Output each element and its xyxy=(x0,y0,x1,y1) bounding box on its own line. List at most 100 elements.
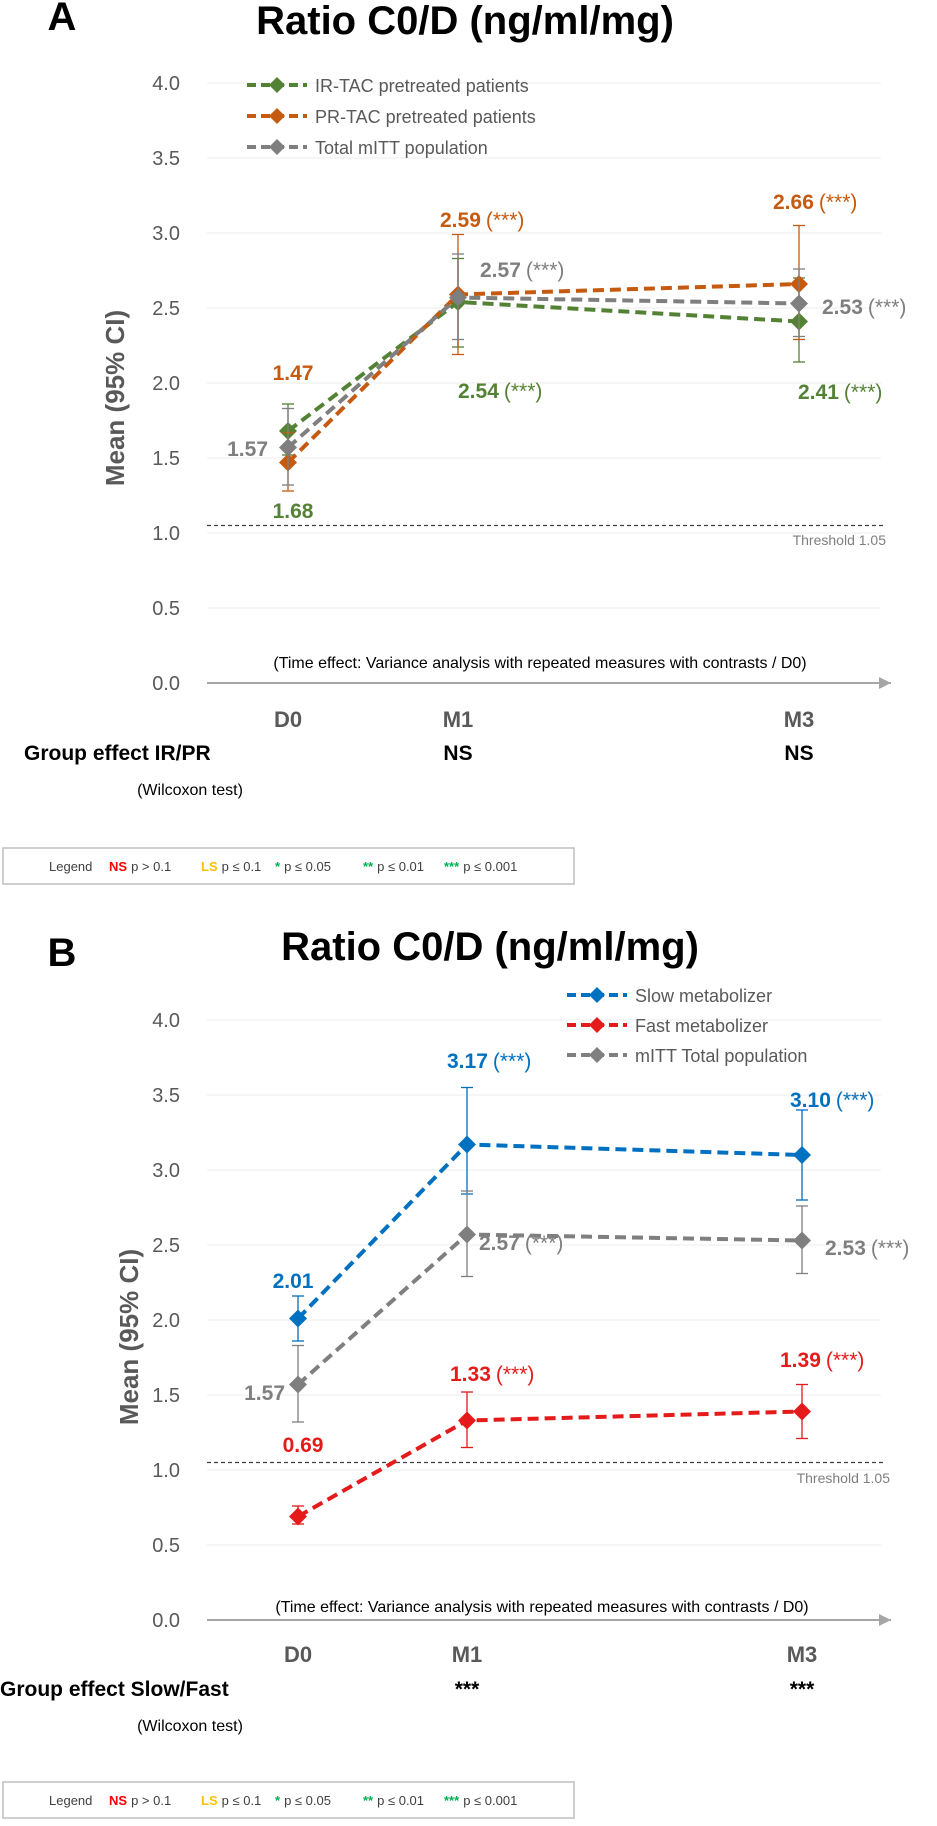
data-label-significance: (***) xyxy=(526,259,565,282)
data-label-value: 2.66 xyxy=(773,191,814,214)
time-effect-note: (Time effect: Variance analysis with rep… xyxy=(273,655,806,672)
y-axis-label: Mean (95% CI) xyxy=(100,310,130,486)
group-effect-label: Group effect Slow/Fast xyxy=(0,1678,229,1701)
series-line xyxy=(286,295,800,449)
legend-marker xyxy=(269,108,285,124)
data-label-value: 2.57 xyxy=(480,259,521,282)
legend-symbol: *** xyxy=(444,1793,460,1808)
legend-label: mITT Total population xyxy=(635,1046,807,1066)
data-label: 3.10 (***) xyxy=(790,1089,874,1112)
data-label-value: 2.57 xyxy=(479,1232,520,1255)
data-label-value: 3.17 xyxy=(447,1050,488,1073)
data-label: 1.68 xyxy=(273,500,314,523)
data-label-value: 2.41 xyxy=(798,381,839,404)
series-mitt-total-population: 1.57 2.57 (***) 2.53 (***) xyxy=(244,1190,909,1423)
y-tick-label: 0.5 xyxy=(152,598,180,620)
legend-title: Legend xyxy=(49,1793,92,1808)
data-label-significance: (***) xyxy=(504,380,543,403)
threshold-label: Threshold 1.05 xyxy=(793,532,887,548)
y-tick-label: 4.0 xyxy=(152,1010,180,1032)
data-label-significance: (***) xyxy=(868,296,907,319)
series-legend: Slow metabolizer Fast metabolizer mITT Tot… xyxy=(567,986,807,1066)
data-label-value: 2.01 xyxy=(273,1270,314,1293)
series-pr-tac-pretreated-patients: 1.472.59 (***)2.66 (***) xyxy=(273,191,857,492)
x-category-label: M3 xyxy=(787,1642,818,1667)
group-effect-label: Group effect IR/PR xyxy=(24,742,211,765)
panel-letter: B xyxy=(48,931,77,975)
data-label: 1.47 xyxy=(273,362,314,385)
data-label-value: 2.59 xyxy=(440,209,481,232)
legend-label: PR-TAC pretreated patients xyxy=(315,107,536,127)
legend-item: LS p ≤ 0.1 xyxy=(201,1793,261,1808)
legend-marker xyxy=(269,77,285,93)
data-label-significance: (***) xyxy=(844,381,883,404)
data-point xyxy=(458,1411,476,1430)
y-tick-label: 4.0 xyxy=(152,73,180,95)
data-label-significance: (***) xyxy=(826,1349,865,1372)
legend-marker xyxy=(269,139,285,155)
y-tick-label: 3.5 xyxy=(152,148,180,170)
y-tick-label: 0.5 xyxy=(152,1535,180,1557)
data-point xyxy=(289,1309,307,1328)
legend-text: p ≤ 0.01 xyxy=(377,1793,424,1808)
legend-marker xyxy=(589,1017,605,1033)
legend-symbol: LS xyxy=(201,859,218,874)
data-label: 2.59 (***) xyxy=(440,209,524,232)
x-category-label: D0 xyxy=(274,707,302,732)
legend-item: NS p > 0.1 xyxy=(109,1793,171,1808)
legend-symbol: LS xyxy=(201,1793,218,1808)
data-label-significance: (***) xyxy=(493,1050,532,1073)
data-label-value: 3.10 xyxy=(790,1089,831,1112)
x-category-label: D0 xyxy=(284,1642,312,1667)
x-category-label: M3 xyxy=(784,707,815,732)
legend-label: Slow metabolizer xyxy=(635,986,772,1006)
x-axis-arrow xyxy=(879,677,891,689)
y-tick-label: 3.5 xyxy=(152,1085,180,1107)
data-label-value: 2.53 xyxy=(825,1237,866,1260)
data-label-significance: (***) xyxy=(836,1089,875,1112)
legend-box xyxy=(2,847,575,885)
series-line xyxy=(286,299,800,433)
data-label: 1.57 xyxy=(244,1382,285,1405)
data-label: 0.69 xyxy=(283,1434,324,1457)
data-label-significance: (***) xyxy=(496,1363,535,1386)
legend-label: IR-TAC pretreated patients xyxy=(315,76,529,96)
series-line xyxy=(297,1409,803,1519)
data-label: 1.39 (***) xyxy=(780,1349,864,1372)
legend-item: NS p > 0.1 xyxy=(109,859,171,874)
data-point xyxy=(289,1375,307,1394)
chart-title: Ratio C0/D (ng/ml/mg) xyxy=(281,925,699,969)
data-label: 3.17 (***) xyxy=(447,1050,531,1073)
significance-legend: Legend NS p > 0.1 LS p ≤ 0.1 * p ≤ 0.05 ** p ≤ 0… xyxy=(2,847,575,885)
data-label-significance: (***) xyxy=(819,191,858,214)
group-effect-test: (Wilcoxon test) xyxy=(137,782,243,799)
data-point xyxy=(458,1225,476,1244)
legend-symbol: * xyxy=(275,859,281,874)
legend-item: *** p ≤ 0.001 xyxy=(444,1793,517,1808)
series-fast-metabolizer: 0.691.33 (***)1.39 (***) xyxy=(283,1349,864,1526)
panel-a: A Ratio C0/D (ng/ml/mg) 0.0 0.5 1.0 1.5 2.0 2.5… xyxy=(24,0,906,799)
data-label-significance: (***) xyxy=(486,209,525,232)
data-label: 2.54 (***) xyxy=(458,380,542,403)
x-axis-arrow xyxy=(879,1614,891,1626)
legend-symbol: ** xyxy=(363,1793,374,1808)
x-category-label: M1 xyxy=(452,1642,483,1667)
legend-item: * p ≤ 0.05 xyxy=(275,1793,331,1808)
legend-item: ** p ≤ 0.01 xyxy=(363,1793,424,1808)
legend-marker xyxy=(589,987,605,1003)
data-label: 2.66 (***) xyxy=(773,191,857,214)
data-label-value: 1.47 xyxy=(273,362,314,385)
data-label-value: 1.57 xyxy=(227,438,268,461)
data-label-value: 1.57 xyxy=(244,1382,285,1405)
legend-item: *** p ≤ 0.001 xyxy=(444,859,517,874)
data-label-value: 2.53 xyxy=(822,296,863,319)
data-label-value: 1.39 xyxy=(780,1349,821,1372)
chart-title: Ratio C0/D (ng/ml/mg) xyxy=(256,0,674,43)
y-tick-label: 3.0 xyxy=(152,1160,180,1182)
data-point xyxy=(790,294,808,313)
data-label: 1.57 xyxy=(227,438,268,461)
data-label-value: 0.69 xyxy=(283,1434,324,1457)
data-label-value: 2.54 xyxy=(458,380,499,403)
legend-text: p ≤ 0.1 xyxy=(222,859,262,874)
